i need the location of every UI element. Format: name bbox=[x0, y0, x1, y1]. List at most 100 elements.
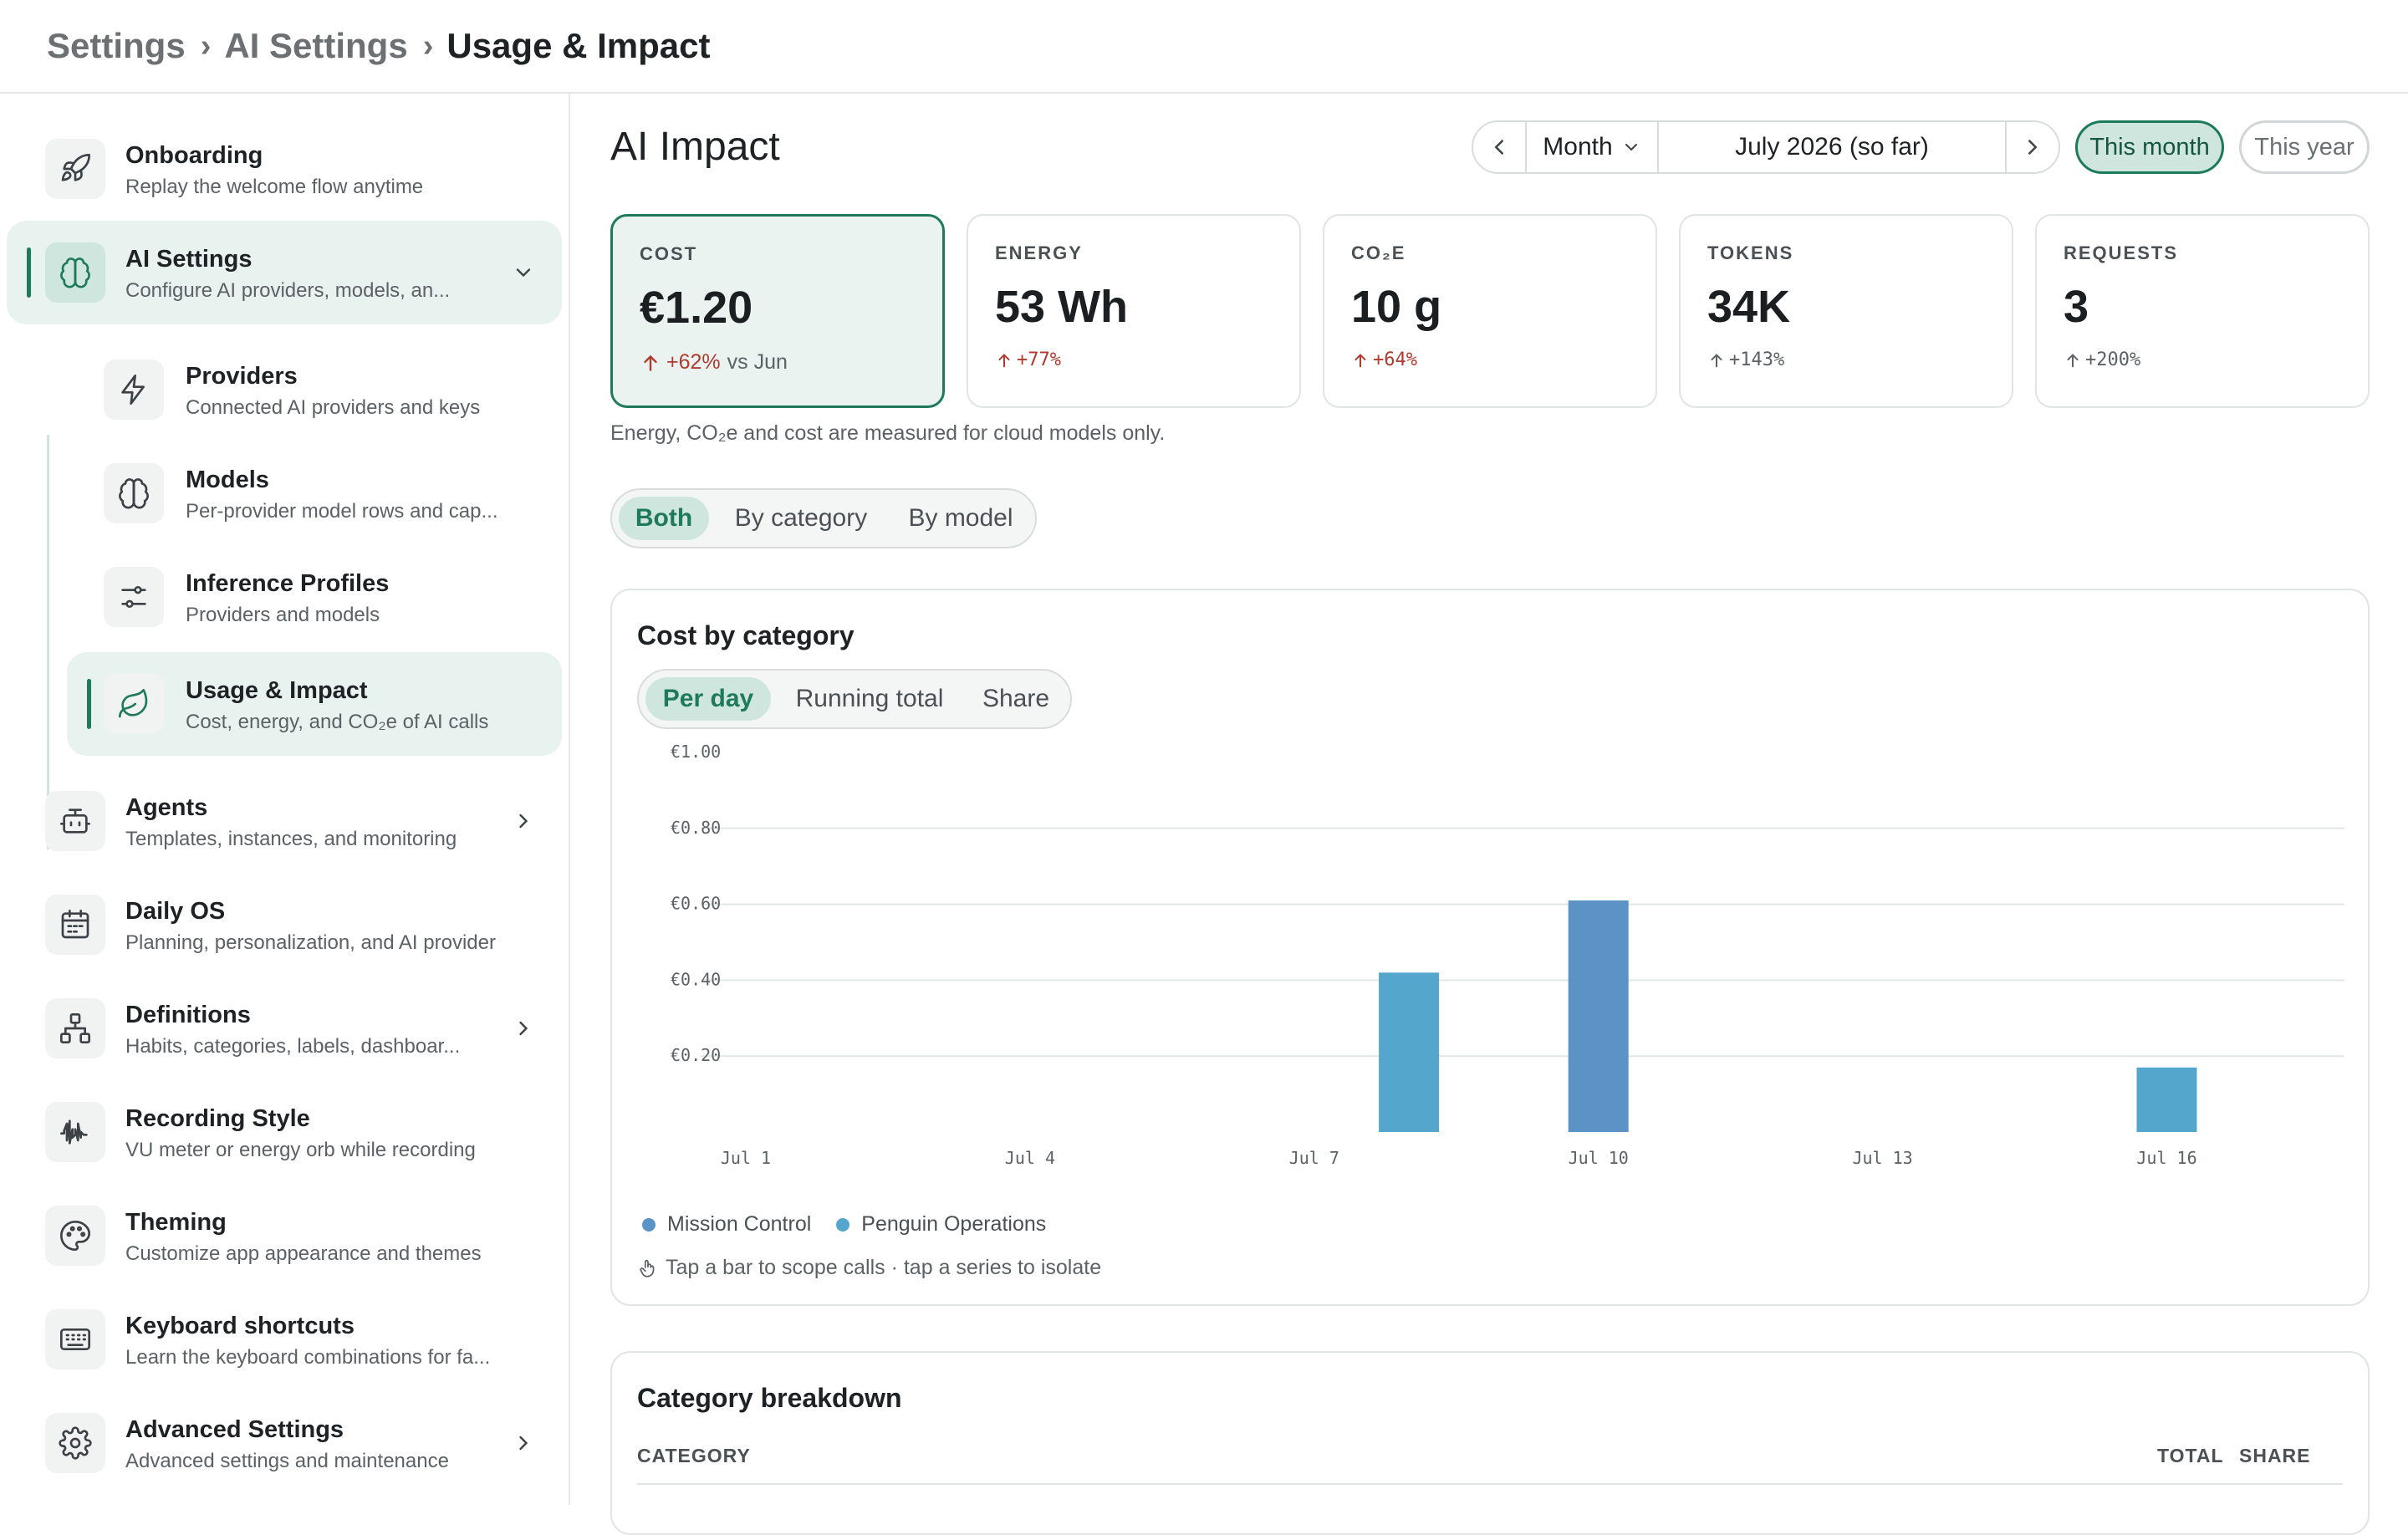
arrow-up-icon bbox=[2067, 353, 2079, 367]
x-tick-label: Jul 4 bbox=[1005, 1148, 1055, 1168]
card-value: 10 g bbox=[1351, 282, 1442, 332]
bar-penguin-operations[interactable] bbox=[1379, 972, 1440, 1132]
chevron-right-icon[interactable] bbox=[508, 1428, 538, 1458]
breadcrumb-current: Usage & Impact bbox=[446, 26, 711, 65]
card-delta: +64% bbox=[1351, 349, 1417, 370]
period-unit-label: Month bbox=[1543, 133, 1613, 161]
next-period-button[interactable] bbox=[2007, 122, 2059, 172]
sidebar-item-subtitle: Templates, instances, and monitoring bbox=[125, 828, 457, 850]
sidebar-item-agents[interactable]: Agents Templates, instances, and monitor… bbox=[7, 769, 562, 873]
view-by-category-button[interactable]: By category bbox=[734, 504, 868, 532]
page-title: AI Impact bbox=[610, 125, 780, 169]
y-tick-label: €0.40 bbox=[671, 969, 721, 989]
hierarchy-icon bbox=[45, 998, 105, 1058]
bar-penguin-operations[interactable] bbox=[2136, 1067, 2197, 1132]
sidebar-item-definitions[interactable]: Definitions Habits, categories, labels, … bbox=[7, 977, 562, 1080]
cost-bar-chart: €0.20 €0.40 €0.60 €0.80 €1.00 Jul 1 Jul 4 Jul 7… bbox=[671, 742, 2344, 1168]
column-header-share[interactable]: SHARE bbox=[2239, 1445, 2311, 1466]
arrow-up-icon bbox=[1711, 353, 1722, 367]
sidebar-item-ai-settings[interactable]: AI Settings Configure AI providers, mode… bbox=[7, 221, 562, 324]
x-tick-label: Jul 13 bbox=[1852, 1148, 1912, 1168]
palette-icon bbox=[45, 1206, 105, 1266]
this-year-button[interactable]: This year bbox=[2239, 120, 2370, 174]
requests-card[interactable]: REQUESTS 3 +200% bbox=[2035, 214, 2370, 408]
breadcrumb-ai-settings[interactable]: AI Settings bbox=[224, 26, 408, 65]
sidebar-item-title: Recording Style bbox=[125, 1105, 310, 1132]
sidebar-subitem-usage-impact[interactable]: Usage & Impact Cost, energy, and CO₂e of… bbox=[67, 652, 562, 756]
sidebar-item-subtitle: Customize app appearance and themes bbox=[125, 1242, 482, 1265]
keyboard-icon bbox=[45, 1309, 105, 1369]
chart-hint: Tap a bar to scope calls · tap a series … bbox=[637, 1256, 1101, 1280]
legend-dot-penguin-operations bbox=[836, 1217, 850, 1232]
x-tick-label: Jul 16 bbox=[2136, 1148, 2196, 1168]
sidebar-item-keyboard-shortcuts[interactable]: Keyboard shortcuts Learn the keyboard co… bbox=[7, 1288, 562, 1391]
sidebar-subitem-providers[interactable]: Providers Connected AI providers and key… bbox=[67, 338, 562, 441]
period-label[interactable]: July 2026 (so far) bbox=[1659, 122, 2007, 172]
sidebar-item-title: Onboarding bbox=[125, 142, 263, 169]
this-month-button[interactable]: This month bbox=[2075, 120, 2224, 174]
table-header-divider bbox=[637, 1483, 2343, 1485]
chart-hint-text: Tap a bar to scope calls · tap a series … bbox=[666, 1256, 1102, 1279]
chart-legend: Mission Control Penguin Operations bbox=[642, 1212, 1046, 1237]
waveform-icon bbox=[45, 1102, 105, 1162]
chevron-right-icon[interactable] bbox=[508, 806, 538, 836]
chevron-right-icon bbox=[2028, 140, 2038, 155]
chevron-down-icon[interactable] bbox=[508, 258, 538, 288]
arrow-up-icon bbox=[1354, 353, 1366, 367]
sidebar-item-subtitle: Configure AI providers, models, an... bbox=[125, 279, 451, 302]
sidebar-item-advanced-settings[interactable]: Advanced Settings Advanced settings and … bbox=[7, 1391, 562, 1495]
sidebar-item-theming[interactable]: Theming Customize app appearance and the… bbox=[7, 1184, 562, 1288]
y-tick-label: €0.20 bbox=[671, 1045, 721, 1065]
legend-item-mission-control[interactable]: Mission Control bbox=[667, 1212, 812, 1236]
column-header-category[interactable]: CATEGORY bbox=[637, 1445, 751, 1466]
gear-icon bbox=[45, 1413, 105, 1473]
tokens-card[interactable]: TOKENS 34K +143% bbox=[1679, 214, 2013, 408]
metric-cards: COST €1.20 +62% vs Jun ENERGY 53 Wh +77%… bbox=[610, 214, 2370, 408]
sidebar-subitem-inference-profiles[interactable]: Inference Profiles Providers and models bbox=[67, 545, 562, 649]
sidebar-subitem-models[interactable]: Models Per-provider model rows and cap..… bbox=[67, 441, 562, 545]
chevron-left-icon bbox=[1494, 140, 1503, 155]
share-button[interactable]: Share bbox=[982, 685, 1050, 712]
submenu-guide-line bbox=[47, 435, 49, 849]
breadcrumb-settings[interactable]: Settings bbox=[47, 26, 186, 65]
cost-card[interactable]: COST €1.20 +62% vs Jun bbox=[610, 214, 945, 408]
sidebar-item-subtitle: Planning, personalization, and AI provid… bbox=[125, 931, 496, 954]
bar-mission-control[interactable] bbox=[1568, 900, 1629, 1132]
prev-period-button[interactable] bbox=[1473, 122, 1527, 172]
breadcrumb: Settings › AI Settings › Usage & Impact bbox=[0, 0, 2408, 94]
measurement-note: Energy, CO₂e and cost are measured for c… bbox=[610, 421, 1166, 445]
legend-item-penguin-operations[interactable]: Penguin Operations bbox=[861, 1212, 1047, 1236]
chart-mode-toggle: Per day Running total Share bbox=[637, 669, 1072, 729]
sidebar-item-subtitle: Providers and models bbox=[186, 604, 380, 626]
x-tick-label: Jul 10 bbox=[1569, 1148, 1629, 1168]
arrow-up-icon bbox=[644, 354, 657, 371]
period-unit-dropdown[interactable]: Month bbox=[1527, 122, 1659, 172]
cost-by-category-panel: Cost by category Per day Running total S… bbox=[610, 589, 2370, 1306]
delta-value: +143% bbox=[1729, 349, 1785, 370]
chevron-right-icon[interactable] bbox=[508, 1013, 538, 1043]
co2e-card[interactable]: CO₂E 10 g +64% bbox=[1323, 214, 1657, 408]
sidebar-item-subtitle: Connected AI providers and keys bbox=[186, 396, 481, 419]
sidebar-item-subtitle: Cost, energy, and CO₂e of AI calls bbox=[186, 711, 489, 733]
per-day-button[interactable]: Per day bbox=[645, 677, 771, 721]
column-header-total[interactable]: TOTAL bbox=[2157, 1445, 2224, 1466]
view-both-button[interactable]: Both bbox=[619, 497, 709, 540]
sidebar-item-title: Agents bbox=[125, 794, 208, 821]
period-selector: Month July 2026 (so far) bbox=[1472, 120, 2060, 174]
running-total-button[interactable]: Running total bbox=[795, 685, 944, 712]
sidebar-item-daily-os[interactable]: Daily OS Planning, personalization, and … bbox=[7, 873, 562, 977]
card-delta: +200% bbox=[2064, 349, 2140, 370]
x-tick-label: Jul 7 bbox=[1289, 1148, 1339, 1168]
view-by-model-button[interactable]: By model bbox=[908, 504, 1013, 532]
sidebar-item-onboarding[interactable]: Onboarding Replay the welcome flow anyti… bbox=[7, 117, 562, 221]
sidebar-item-subtitle: VU meter or energy orb while recording bbox=[125, 1139, 476, 1161]
energy-card[interactable]: ENERGY 53 Wh +77% bbox=[967, 214, 1301, 408]
sidebar-item-title: Inference Profiles bbox=[186, 570, 390, 597]
category-breakdown-panel: Category breakdown CATEGORY TOTAL SHARE bbox=[610, 1351, 2370, 1535]
sidebar-item-title: Providers bbox=[186, 363, 298, 390]
bolt-icon bbox=[104, 360, 164, 420]
sidebar-item-recording-style[interactable]: Recording Style VU meter or energy orb w… bbox=[7, 1080, 562, 1184]
sidebar-item-subtitle: Learn the keyboard combinations for fa..… bbox=[125, 1346, 491, 1369]
card-label: ENERGY bbox=[995, 242, 1083, 263]
delta-value: +77% bbox=[1017, 349, 1061, 370]
